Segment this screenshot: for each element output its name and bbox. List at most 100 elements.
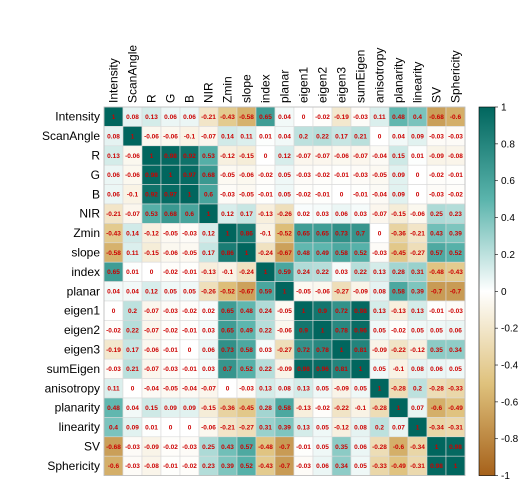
- column-label: planar: [278, 70, 292, 103]
- cell-value-label: 0: [112, 308, 116, 315]
- cell-value-label: 0.05: [449, 366, 462, 373]
- color-legend-tick-label: -0.2: [501, 324, 519, 335]
- color-legend-tick-label: 0: [501, 287, 507, 298]
- cell-value-label: 0.39: [221, 463, 234, 470]
- column-label: slope: [240, 74, 254, 103]
- cell-value-label: 0.22: [126, 327, 139, 334]
- cell-value-label: -0.05: [182, 250, 197, 257]
- column-label: planarity: [392, 58, 406, 103]
- cell-value-label: 0.31: [259, 424, 272, 431]
- cell-value-label: -0.06: [201, 424, 216, 431]
- cell-value-label: -0.48: [429, 269, 444, 276]
- cell-value-label: 0: [150, 269, 154, 276]
- cell-value-label: 0.57: [430, 250, 443, 257]
- cell-value-label: -0.43: [220, 114, 235, 121]
- row-label: index: [71, 265, 100, 279]
- cell-value-label: -0.09: [277, 366, 292, 373]
- cell-value-label: 0.22: [259, 366, 272, 373]
- cell-value-label: 1: [131, 133, 135, 140]
- cell-value-label: 1: [302, 308, 306, 315]
- row-label: ScanAngle: [42, 129, 100, 143]
- row-label: Intensity: [55, 110, 100, 124]
- cell-value-label: -0.22: [391, 347, 406, 354]
- cell-value-label: -0.09: [144, 444, 159, 451]
- cell-value-label: 0.52: [240, 366, 253, 373]
- cell-value-label: -0.01: [258, 192, 273, 199]
- cell-value-label: -0.06: [315, 289, 330, 296]
- cell-value-label: -0.52: [277, 230, 292, 237]
- cell-value-label: -0.67: [239, 289, 254, 296]
- column-label: SV: [430, 87, 444, 103]
- column-label: eigen2: [316, 67, 330, 103]
- cell-value-label: -0.01: [334, 172, 349, 179]
- column-label: R: [145, 94, 159, 103]
- cell-value-label: 0.68: [164, 211, 177, 218]
- cell-value-label: 0.78: [316, 347, 329, 354]
- column-label: sumEigen: [354, 50, 368, 103]
- cell-value-label: 0.97: [183, 172, 196, 179]
- cell-value-label: 0.05: [430, 327, 443, 334]
- cell-value-label: 0.22: [316, 269, 329, 276]
- cell-value-label: 1: [112, 114, 116, 121]
- cell-value-label: 0.13: [373, 308, 386, 315]
- cell-value-label: 1: [188, 192, 192, 199]
- cell-value-label: 1: [283, 289, 287, 296]
- cell-value-label: 0.48: [240, 308, 253, 315]
- cell-value-label: 0.48: [107, 405, 120, 412]
- cell-value-label: -0.06: [334, 153, 349, 160]
- cell-value-label: 1: [416, 424, 420, 431]
- row-label: R: [91, 149, 100, 163]
- cell-value-label: 0.58: [392, 289, 405, 296]
- cell-value-label: -0.1: [260, 230, 272, 237]
- cell-value-label: 0.03: [202, 366, 215, 373]
- cell-value-label: 0.05: [411, 327, 424, 334]
- cell-value-label: 0.09: [411, 133, 424, 140]
- cell-value-label: 0.05: [373, 366, 386, 373]
- cell-value-label: 0.2: [375, 424, 384, 431]
- cell-value-label: -0.01: [182, 327, 197, 334]
- cell-value-label: 0.53: [202, 153, 215, 160]
- color-legend-bar: [478, 106, 496, 476]
- cell-value-label: 1: [207, 211, 211, 218]
- cell-value-label: 0.09: [392, 172, 405, 179]
- cell-value-label: -0.58: [106, 250, 121, 257]
- cell-value-label: -0.68: [106, 444, 121, 451]
- color-legend-tick-label: 0.4: [501, 213, 515, 224]
- cell-value-label: 0.35: [430, 347, 443, 354]
- cell-value-label: -0.02: [296, 192, 311, 199]
- cell-value-label: -0.09: [353, 289, 368, 296]
- cell-value-label: 0: [226, 386, 230, 393]
- cell-value-label: -0.6: [450, 114, 462, 121]
- cell-value-label: 0.12: [221, 211, 234, 218]
- cell-value-label: -0.03: [448, 308, 463, 315]
- cell-value-label: -0.06: [125, 153, 140, 160]
- cell-value-label: 0.28: [392, 269, 405, 276]
- cell-value-label: 0.06: [183, 114, 196, 121]
- cell-value-label: -0.13: [296, 405, 311, 412]
- cell-value-label: 0.98: [430, 463, 443, 470]
- column-label: eigen1: [297, 67, 311, 103]
- cell-value-label: 0.04: [107, 289, 120, 296]
- cell-value-label: -0.21: [220, 424, 235, 431]
- cell-value-label: -0.02: [315, 405, 330, 412]
- column-label: B: [183, 95, 197, 103]
- cell-value-label: 0.03: [335, 269, 348, 276]
- cell-value-label: -0.06: [125, 172, 140, 179]
- cell-value-label: -0.04: [372, 153, 387, 160]
- cell-value-label: -0.27: [410, 250, 425, 257]
- cell-value-label: 0.05: [164, 289, 177, 296]
- cell-value-label: 0.12: [202, 230, 215, 237]
- cell-value-label: -0.13: [391, 308, 406, 315]
- cell-value-label: 0.73: [221, 347, 234, 354]
- cell-value-label: -0.15: [239, 153, 254, 160]
- cell-value-label: -0.07: [125, 211, 140, 218]
- cell-value-label: -0.03: [163, 366, 178, 373]
- cell-value-label: 0.78: [335, 327, 348, 334]
- cell-value-label: -0.03: [372, 250, 387, 257]
- cell-value-label: 0.05: [278, 192, 291, 199]
- cell-value-label: 0.08: [411, 366, 424, 373]
- cell-value-label: -0.02: [182, 308, 197, 315]
- cell-value-label: -0.07: [144, 366, 159, 373]
- cell-value-label: -0.12: [144, 230, 159, 237]
- cell-value-label: -0.01: [296, 444, 311, 451]
